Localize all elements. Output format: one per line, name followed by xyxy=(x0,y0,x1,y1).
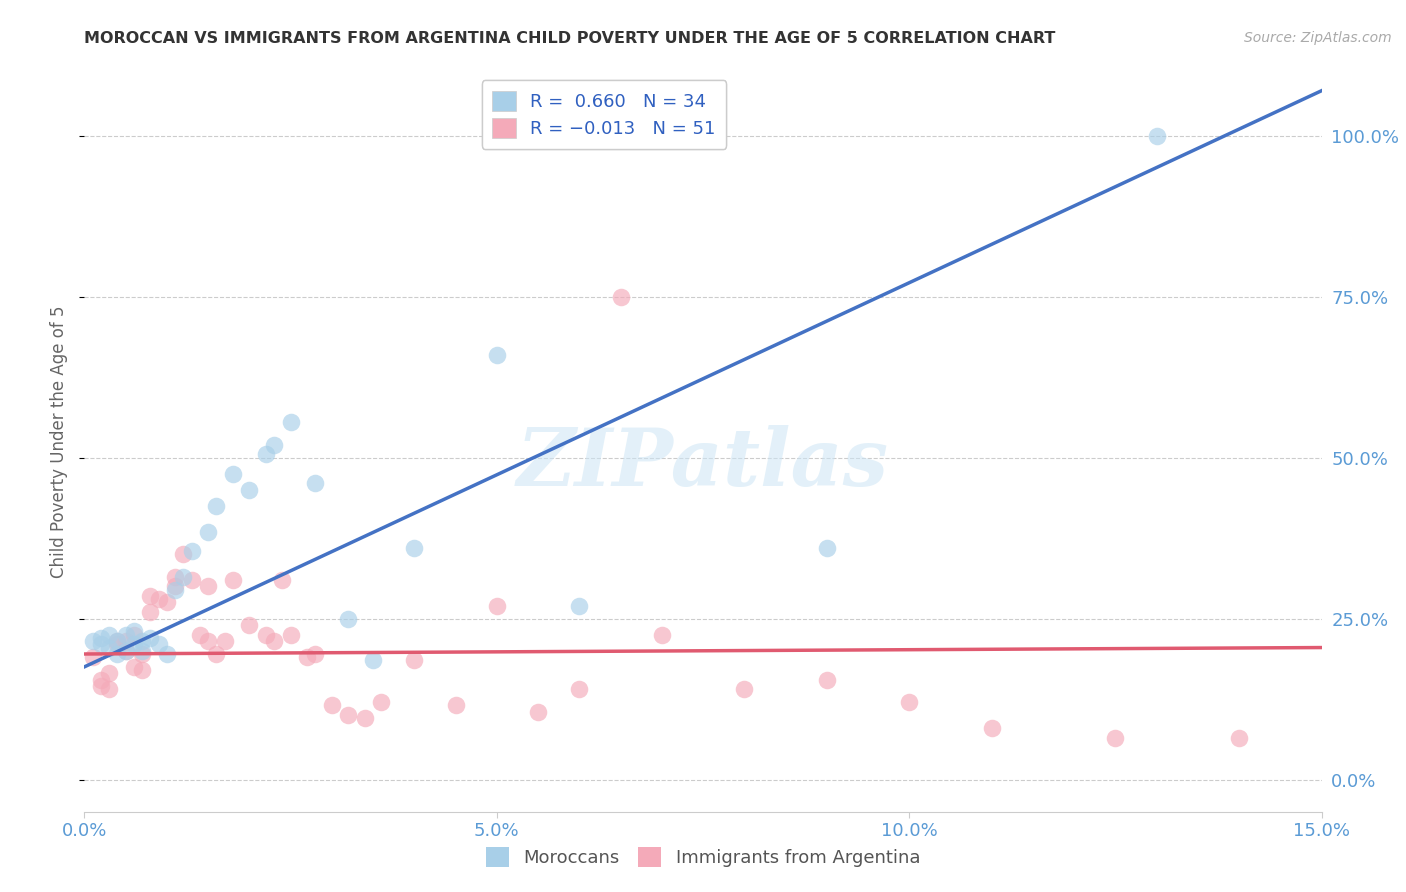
Point xyxy=(485,348,508,362)
Point xyxy=(1104,731,1126,745)
Point xyxy=(98,628,121,642)
Point xyxy=(280,415,302,429)
Point xyxy=(263,438,285,452)
Point xyxy=(90,637,112,651)
Point xyxy=(205,499,228,513)
Point xyxy=(165,570,187,584)
Point xyxy=(263,634,285,648)
Point xyxy=(148,592,170,607)
Point xyxy=(98,666,121,681)
Point xyxy=(105,637,128,651)
Point xyxy=(197,579,219,593)
Point xyxy=(404,541,426,555)
Point xyxy=(156,595,179,609)
Point xyxy=(1146,128,1168,143)
Text: MOROCCAN VS IMMIGRANTS FROM ARGENTINA CHILD POVERTY UNDER THE AGE OF 5 CORRELATI: MOROCCAN VS IMMIGRANTS FROM ARGENTINA CH… xyxy=(84,31,1056,46)
Text: Source: ZipAtlas.com: Source: ZipAtlas.com xyxy=(1244,31,1392,45)
Point xyxy=(304,476,326,491)
Point xyxy=(197,634,219,648)
Point xyxy=(1227,731,1250,745)
Point xyxy=(337,611,360,625)
Point xyxy=(90,673,112,687)
Point xyxy=(485,599,508,613)
Point xyxy=(238,618,260,632)
Point xyxy=(295,650,318,665)
Point xyxy=(568,682,591,697)
Point xyxy=(404,653,426,667)
Point xyxy=(90,679,112,693)
Point xyxy=(527,705,550,719)
Point xyxy=(222,467,245,481)
Point xyxy=(214,634,236,648)
Point xyxy=(105,634,128,648)
Point xyxy=(172,547,194,561)
Point xyxy=(815,673,838,687)
Point xyxy=(361,653,384,667)
Point xyxy=(609,290,631,304)
Legend: Moroccans, Immigrants from Argentina: Moroccans, Immigrants from Argentina xyxy=(478,839,928,874)
Point xyxy=(815,541,838,555)
Point xyxy=(139,605,162,619)
Point xyxy=(337,708,360,723)
Point xyxy=(98,682,121,697)
Point xyxy=(980,721,1002,735)
Point xyxy=(165,579,187,593)
Point xyxy=(131,644,153,658)
Point xyxy=(254,447,277,461)
Point xyxy=(105,647,128,661)
Point xyxy=(114,634,136,648)
Text: ZIPatlas: ZIPatlas xyxy=(517,425,889,502)
Point xyxy=(131,634,153,648)
Point xyxy=(82,650,104,665)
Point xyxy=(254,628,277,642)
Point xyxy=(139,631,162,645)
Point xyxy=(98,640,121,655)
Y-axis label: Child Poverty Under the Age of 5: Child Poverty Under the Age of 5 xyxy=(51,305,69,578)
Point xyxy=(114,628,136,642)
Point xyxy=(105,634,128,648)
Point xyxy=(131,647,153,661)
Point xyxy=(370,695,392,709)
Point xyxy=(180,573,202,587)
Point xyxy=(321,698,343,713)
Point xyxy=(148,637,170,651)
Point xyxy=(114,644,136,658)
Point xyxy=(122,624,145,639)
Point xyxy=(156,647,179,661)
Point xyxy=(180,544,202,558)
Point xyxy=(139,589,162,603)
Point xyxy=(271,573,294,587)
Point xyxy=(114,644,136,658)
Point xyxy=(733,682,755,697)
Point xyxy=(122,660,145,674)
Point xyxy=(82,634,104,648)
Point xyxy=(131,663,153,677)
Legend: R =  0.660   N = 34, R = −0.013   N = 51: R = 0.660 N = 34, R = −0.013 N = 51 xyxy=(481,80,727,149)
Point xyxy=(444,698,467,713)
Point xyxy=(188,628,211,642)
Point xyxy=(651,628,673,642)
Point xyxy=(122,637,145,651)
Point xyxy=(280,628,302,642)
Point xyxy=(165,582,187,597)
Point xyxy=(122,628,145,642)
Point xyxy=(238,483,260,497)
Point xyxy=(197,524,219,539)
Point xyxy=(172,570,194,584)
Point xyxy=(353,711,375,725)
Point xyxy=(568,599,591,613)
Point xyxy=(205,647,228,661)
Point xyxy=(90,631,112,645)
Point xyxy=(304,647,326,661)
Point xyxy=(222,573,245,587)
Point xyxy=(898,695,921,709)
